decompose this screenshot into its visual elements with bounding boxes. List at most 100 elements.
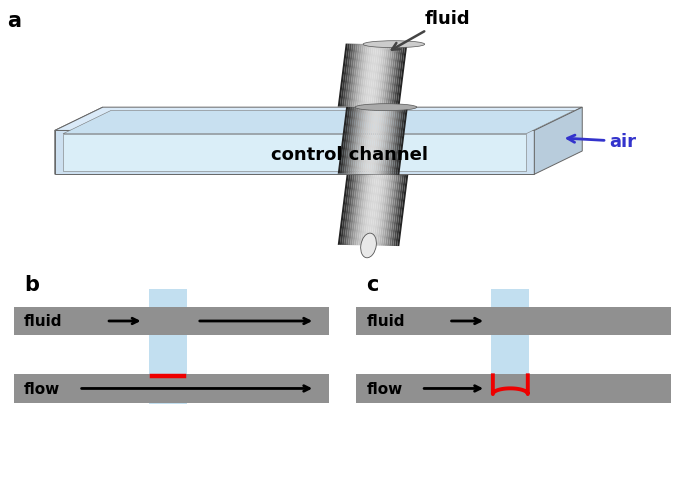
Polygon shape — [350, 45, 360, 108]
Polygon shape — [358, 108, 369, 175]
Polygon shape — [373, 108, 383, 175]
Polygon shape — [55, 108, 103, 175]
Polygon shape — [393, 175, 404, 246]
Polygon shape — [379, 108, 389, 175]
Polygon shape — [381, 45, 391, 108]
Polygon shape — [387, 45, 397, 108]
Polygon shape — [375, 108, 385, 175]
Polygon shape — [356, 108, 366, 175]
Polygon shape — [369, 108, 379, 175]
Polygon shape — [354, 175, 365, 245]
Text: fluid: fluid — [392, 10, 471, 51]
Polygon shape — [366, 108, 377, 175]
Polygon shape — [340, 107, 350, 174]
Text: c: c — [366, 275, 379, 295]
Polygon shape — [377, 45, 387, 108]
Polygon shape — [371, 45, 381, 108]
Polygon shape — [63, 135, 526, 172]
Polygon shape — [383, 175, 394, 246]
Polygon shape — [534, 108, 582, 175]
Polygon shape — [391, 175, 402, 246]
Polygon shape — [360, 175, 371, 246]
Polygon shape — [346, 44, 356, 107]
Polygon shape — [385, 108, 395, 175]
Bar — [14, 375, 329, 403]
Polygon shape — [354, 108, 364, 175]
Polygon shape — [375, 175, 386, 246]
Polygon shape — [55, 108, 582, 131]
Polygon shape — [393, 45, 403, 108]
Ellipse shape — [361, 234, 376, 258]
Polygon shape — [342, 44, 352, 107]
Polygon shape — [362, 45, 373, 108]
Polygon shape — [369, 45, 379, 108]
Polygon shape — [362, 175, 373, 246]
Polygon shape — [391, 45, 401, 108]
Ellipse shape — [355, 104, 416, 111]
Polygon shape — [371, 175, 382, 246]
Polygon shape — [344, 107, 354, 174]
Polygon shape — [383, 45, 393, 108]
Polygon shape — [379, 45, 389, 108]
Polygon shape — [360, 45, 371, 108]
Polygon shape — [379, 175, 390, 246]
Polygon shape — [356, 45, 366, 108]
Polygon shape — [348, 45, 358, 107]
Polygon shape — [377, 108, 387, 175]
Bar — [14, 307, 329, 335]
Bar — [356, 307, 671, 335]
Polygon shape — [346, 174, 357, 245]
Polygon shape — [362, 108, 373, 175]
Polygon shape — [360, 108, 371, 175]
Polygon shape — [385, 175, 396, 246]
Polygon shape — [342, 174, 353, 245]
Polygon shape — [369, 175, 379, 246]
Polygon shape — [364, 45, 375, 108]
Polygon shape — [389, 175, 400, 246]
Polygon shape — [381, 175, 392, 246]
Polygon shape — [352, 175, 363, 245]
Polygon shape — [356, 175, 367, 246]
Text: a: a — [7, 11, 21, 31]
Polygon shape — [344, 174, 355, 245]
Bar — [356, 375, 671, 403]
Polygon shape — [373, 175, 384, 246]
Polygon shape — [383, 108, 393, 175]
Polygon shape — [364, 175, 375, 246]
Polygon shape — [354, 45, 364, 108]
Polygon shape — [389, 108, 399, 175]
Polygon shape — [338, 107, 348, 174]
Polygon shape — [342, 107, 352, 174]
Polygon shape — [366, 45, 377, 108]
Text: fluid: fluid — [24, 314, 62, 329]
Polygon shape — [397, 176, 408, 246]
Polygon shape — [348, 175, 359, 245]
Polygon shape — [346, 107, 356, 175]
Polygon shape — [387, 108, 397, 175]
Text: b: b — [24, 275, 39, 295]
Polygon shape — [352, 45, 362, 108]
Polygon shape — [350, 107, 360, 175]
Polygon shape — [371, 108, 381, 175]
Polygon shape — [358, 45, 369, 108]
Polygon shape — [366, 175, 377, 246]
Polygon shape — [348, 107, 358, 175]
Text: fluid: fluid — [366, 314, 405, 329]
Polygon shape — [340, 44, 350, 107]
Polygon shape — [391, 108, 401, 175]
Bar — [149, 289, 186, 404]
Polygon shape — [395, 108, 406, 176]
Polygon shape — [63, 111, 574, 135]
Ellipse shape — [363, 41, 425, 48]
Polygon shape — [352, 108, 362, 175]
Polygon shape — [397, 108, 408, 176]
Text: flow: flow — [366, 381, 403, 396]
Polygon shape — [344, 44, 354, 107]
Polygon shape — [381, 108, 391, 175]
Polygon shape — [338, 44, 348, 107]
Polygon shape — [358, 175, 369, 246]
Polygon shape — [364, 108, 375, 175]
Text: control channel: control channel — [271, 145, 428, 163]
Polygon shape — [377, 175, 388, 246]
Polygon shape — [393, 108, 403, 175]
